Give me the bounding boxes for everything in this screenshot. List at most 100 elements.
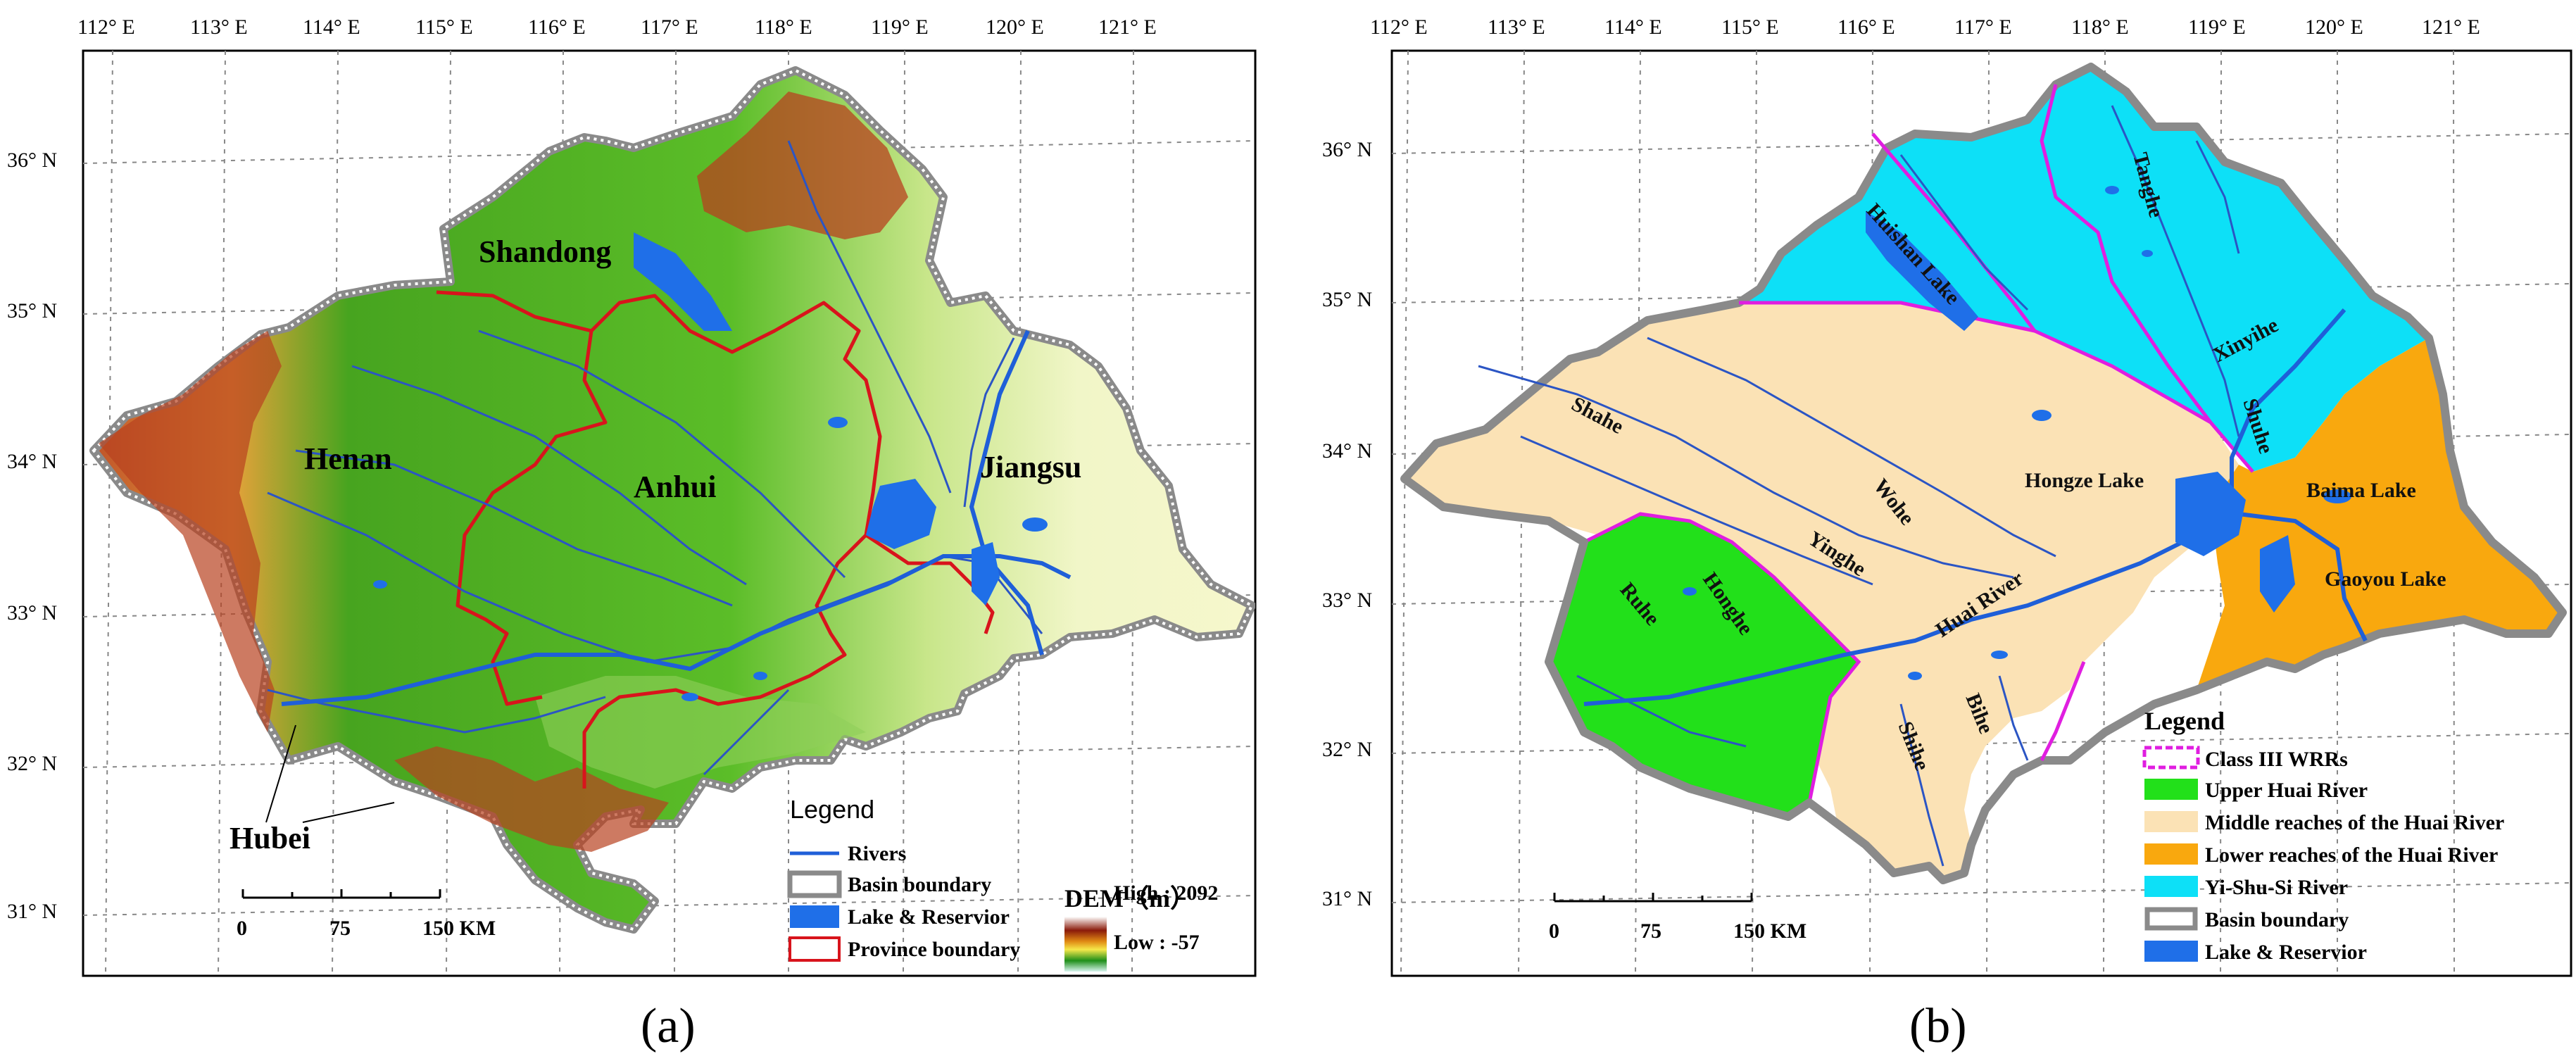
lon-label: 113° E — [190, 15, 248, 39]
lon-label: 112° E — [1370, 15, 1428, 39]
lat-label: 32° N — [1322, 738, 1372, 761]
lon-label: 114° E — [303, 15, 360, 39]
lat-label: 34° N — [1322, 439, 1372, 463]
panel-a: 112° E 113° E 114° E 115° E 116° E 117° … — [7, 15, 1257, 1053]
label-gaoyou-lake: Gaoyou Lake — [2325, 567, 2446, 591]
scale-tick: 75 — [329, 917, 351, 940]
lat-label: 35° N — [7, 299, 57, 322]
scale-tick: 75 — [1640, 919, 1661, 943]
river-network-b — [1478, 105, 2240, 867]
mountains-northeast — [697, 92, 908, 239]
legend-a: Legend Rivers Basin boundary Lake & Rese… — [787, 795, 1218, 972]
mountains-south — [394, 746, 669, 852]
legend-swatch-province — [788, 936, 841, 962]
legend-swatch-yishusi — [2144, 876, 2198, 897]
legend-swatch-lake — [2144, 941, 2198, 962]
legend-swatch-basin — [787, 870, 842, 898]
dem-colorbar — [1064, 917, 1107, 972]
dem-low: Low : -57 — [1114, 931, 1200, 954]
lat-label: 32° N — [7, 752, 57, 775]
lat-label: 33° N — [7, 601, 57, 624]
lon-label: 116° E — [1837, 15, 1895, 39]
lon-label: 118° E — [2071, 15, 2129, 39]
caption-a: (a) — [641, 999, 696, 1053]
legend-swatch-lake — [790, 905, 839, 928]
lon-label: 121° E — [2422, 15, 2480, 39]
lon-label: 118° E — [755, 15, 812, 39]
legend-label: Upper Huai River — [2205, 779, 2368, 802]
label-baima-lake: Baima Lake — [2306, 479, 2416, 502]
basin-boundary-b — [1400, 63, 2567, 884]
lat-label: 35° N — [1322, 288, 1372, 311]
lon-label: 115° E — [415, 15, 473, 39]
province-label-jiangsu: Jiangsu — [980, 450, 1081, 484]
lat-label: 31° N — [1322, 887, 1372, 910]
lat-label: 36° N — [1322, 138, 1372, 161]
lakes-b — [1683, 186, 2351, 680]
dem-title: DEM（m） — [1064, 884, 1195, 912]
lon-label: 120° E — [2305, 15, 2363, 39]
legend-label: Middle reaches of the Huai River — [2205, 811, 2504, 834]
hubei-leader-lines — [265, 724, 395, 823]
province-label-henan: Henan — [304, 441, 392, 476]
legend-label: Province boundary — [848, 938, 1020, 961]
lon-labels-b: 112° E 113° E 114° E 115° E 116° E 117° … — [1370, 15, 2480, 39]
lon-label: 115° E — [1721, 15, 1779, 39]
label-hongze-lake: Hongze Lake — [2025, 469, 2144, 492]
main-rivers-a — [281, 329, 1072, 706]
province-label-hubei: Hubei — [230, 821, 310, 855]
legend-label: Yi-Shu-Si River — [2205, 876, 2348, 899]
lat-labels-b: 36° N 35° N 34° N 33° N 32° N 31° N — [1322, 138, 1372, 910]
legend-swatch-basin — [2144, 907, 2198, 931]
lon-label: 121° E — [1098, 15, 1157, 39]
lon-label: 112° E — [77, 15, 135, 39]
lon-label: 113° E — [1488, 15, 1545, 39]
caption-b: (b) — [1909, 999, 1967, 1053]
legend-label: Rivers — [848, 842, 906, 865]
legend-b: Legend Class III WRRs Upper Huai River M… — [2142, 707, 2504, 964]
legend-label: Class III WRRs — [2205, 748, 2348, 771]
lon-label: 117° E — [1954, 15, 2012, 39]
mountains-west — [99, 331, 282, 732]
legend-swatch-wrr — [2142, 746, 2200, 770]
legend-swatch-upper — [2144, 779, 2198, 800]
province-label-shandong: Shandong — [479, 234, 611, 269]
legend-swatch-middle — [2144, 811, 2198, 832]
lat-label: 31° N — [7, 900, 57, 923]
legend-swatch-lower — [2144, 843, 2198, 865]
region-lower-reaches — [2197, 338, 2563, 690]
lat-label: 34° N — [7, 450, 57, 473]
legend-label: Basin boundary — [848, 873, 991, 896]
lon-label: 116° E — [528, 15, 586, 39]
lon-label: 119° E — [871, 15, 929, 39]
lat-label: 33° N — [1322, 589, 1372, 612]
legend-label: Lower reaches of the Huai River — [2205, 843, 2498, 867]
lon-labels-a: 112° E 113° E 114° E 115° E 116° E 117° … — [77, 15, 1157, 39]
legend-title: Legend — [2144, 707, 2225, 735]
panel-b: 112° E 113° E 114° E 115° E 116° E 117° … — [1322, 15, 2572, 1053]
legend-title: Legend — [790, 795, 874, 824]
region-middle-reaches — [1405, 303, 2239, 880]
legend-label: Lake & Reservior — [2205, 941, 2367, 964]
lat-labels-a: 36° N 35° N 34° N 33° N 32° N 31° N — [7, 149, 57, 923]
scale-bar-a: 0 75 150 KM — [237, 889, 496, 940]
main-rivers-b — [1583, 308, 2368, 706]
scale-tick: 0 — [1549, 919, 1559, 943]
lon-label: 119° E — [2188, 15, 2246, 39]
legend-label: Basin boundary — [2205, 908, 2349, 931]
province-label-anhui: Anhui — [634, 470, 716, 504]
lakes-a — [373, 232, 1048, 701]
lon-label: 117° E — [641, 15, 698, 39]
scale-tick: 0 — [237, 917, 247, 940]
dem-high: High : 2092 — [1114, 881, 1218, 905]
upland-south — [535, 676, 866, 789]
scale-tick: 150 KM — [1733, 919, 1807, 943]
scale-tick: 150 KM — [422, 917, 496, 940]
basin-terrain-a — [89, 66, 1255, 934]
lon-label: 114° E — [1604, 15, 1662, 39]
legend-label: Lake & Reservior — [848, 905, 1010, 929]
lat-label: 36° N — [7, 149, 57, 172]
lon-label: 120° E — [986, 15, 1044, 39]
scale-bar-b: 0 75 150 KM — [1549, 893, 1807, 943]
